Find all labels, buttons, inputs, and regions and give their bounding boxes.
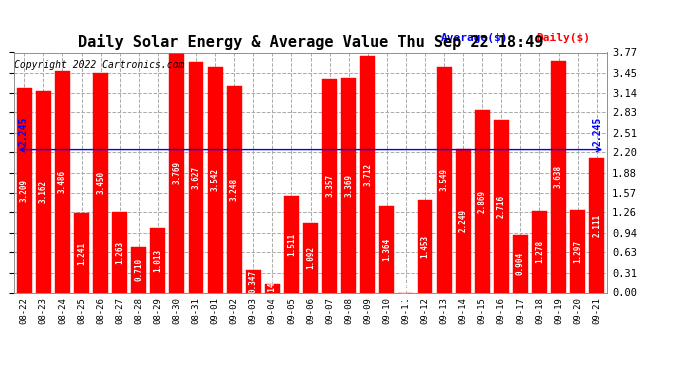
- Text: Daily($): Daily($): [536, 33, 590, 43]
- Text: 3.248: 3.248: [230, 177, 239, 201]
- Bar: [112, 212, 127, 292]
- Bar: [551, 61, 566, 292]
- Text: 1.241: 1.241: [77, 242, 86, 264]
- Text: 2.111: 2.111: [592, 214, 601, 237]
- Bar: [455, 149, 471, 292]
- Bar: [208, 67, 223, 292]
- Text: 0.000: 0.000: [402, 281, 411, 304]
- Title: Daily Solar Energy & Average Value Thu Sep 22 18:49: Daily Solar Energy & Average Value Thu S…: [78, 34, 543, 50]
- Bar: [532, 211, 547, 292]
- Bar: [475, 110, 490, 292]
- Text: 1.278: 1.278: [535, 240, 544, 263]
- Bar: [322, 79, 337, 292]
- Bar: [170, 53, 184, 292]
- Text: 0.710: 0.710: [135, 258, 144, 282]
- Text: 2.716: 2.716: [497, 195, 506, 217]
- Text: 0.904: 0.904: [516, 252, 525, 275]
- Text: 3.369: 3.369: [344, 174, 353, 197]
- Bar: [55, 70, 70, 292]
- Text: 1.297: 1.297: [573, 240, 582, 263]
- Text: 0.347: 0.347: [249, 270, 258, 293]
- Bar: [494, 120, 509, 292]
- Text: 1.092: 1.092: [306, 246, 315, 269]
- Text: 3.542: 3.542: [210, 168, 219, 191]
- Bar: [513, 235, 528, 292]
- Text: 3.638: 3.638: [554, 165, 563, 188]
- Text: 3.162: 3.162: [39, 180, 48, 203]
- Bar: [380, 206, 394, 292]
- Bar: [93, 73, 108, 292]
- Text: 2.869: 2.869: [477, 190, 486, 213]
- Text: 1.263: 1.263: [115, 241, 124, 264]
- Text: 3.357: 3.357: [325, 174, 334, 197]
- Text: 3.209: 3.209: [20, 179, 29, 202]
- Text: 1.013: 1.013: [153, 249, 162, 272]
- Bar: [265, 284, 279, 292]
- Text: 1.364: 1.364: [382, 237, 391, 261]
- Text: 3.712: 3.712: [363, 163, 372, 186]
- Text: 1.511: 1.511: [287, 233, 296, 256]
- Bar: [589, 158, 604, 292]
- Bar: [227, 86, 242, 292]
- Text: 2.245: 2.245: [19, 117, 29, 146]
- Bar: [150, 228, 166, 292]
- Bar: [437, 67, 451, 292]
- Text: 3.549: 3.549: [440, 168, 449, 191]
- Text: 2.249: 2.249: [459, 209, 468, 232]
- Bar: [570, 210, 585, 292]
- Bar: [303, 223, 318, 292]
- Bar: [284, 196, 299, 292]
- Text: Average($): Average($): [441, 33, 509, 43]
- Text: Copyright 2022 Cartronics.com: Copyright 2022 Cartronics.com: [14, 60, 185, 70]
- Bar: [36, 91, 51, 292]
- Text: 3.769: 3.769: [172, 161, 181, 184]
- Bar: [188, 62, 204, 292]
- Text: 0.141: 0.141: [268, 276, 277, 300]
- Bar: [360, 56, 375, 292]
- Bar: [417, 200, 433, 292]
- Bar: [17, 88, 32, 292]
- Text: 2.245: 2.245: [592, 117, 602, 146]
- Text: 3.486: 3.486: [58, 170, 67, 193]
- Text: 3.627: 3.627: [192, 165, 201, 189]
- Bar: [246, 270, 261, 292]
- Bar: [342, 78, 356, 292]
- Bar: [131, 247, 146, 292]
- Bar: [74, 213, 89, 292]
- Text: 1.453: 1.453: [420, 235, 429, 258]
- Text: 3.450: 3.450: [96, 171, 105, 194]
